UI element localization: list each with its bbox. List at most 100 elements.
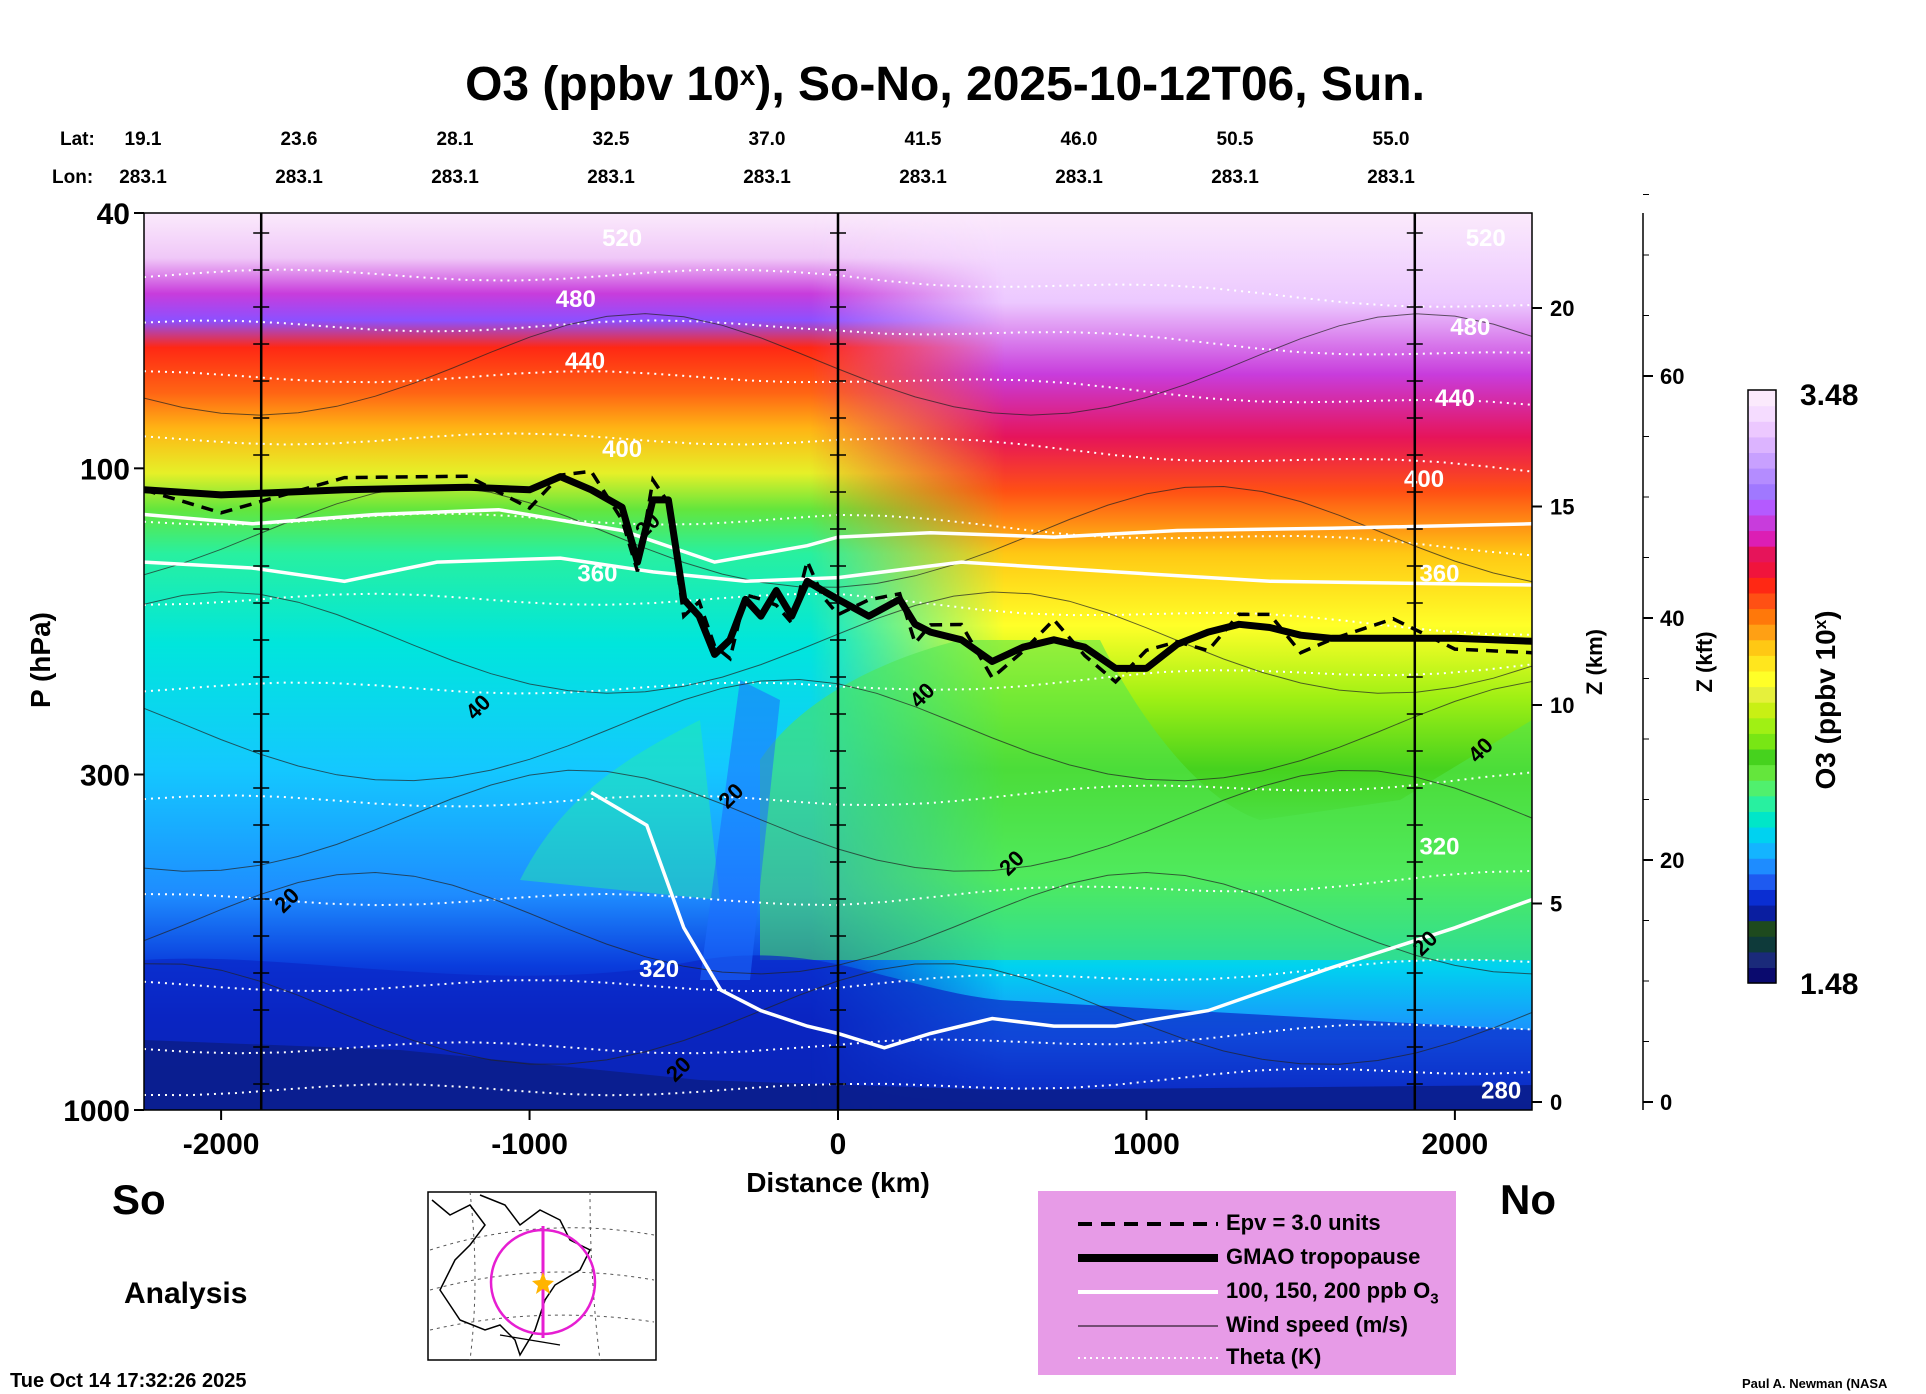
lon-value: 283.1	[899, 167, 947, 188]
theta-line	[144, 1067, 1532, 1097]
lat-value: 55.0	[1373, 129, 1410, 150]
colorbar-swatch	[1748, 390, 1776, 407]
legend-label-ozone-sub: 3	[1430, 1290, 1439, 1308]
theta-label: 400	[1404, 466, 1444, 493]
legend-item-wind: Wind speed (m/s)	[1038, 1309, 1456, 1343]
x-tick-label: 0	[830, 1128, 847, 1161]
lon-value: 283.1	[743, 167, 791, 188]
colorbar-swatch	[1748, 967, 1776, 984]
z-km-tick-label: 15	[1550, 495, 1574, 520]
colorbar-swatch	[1748, 764, 1776, 781]
theta-line	[144, 319, 1532, 356]
colorbar-swatch	[1748, 920, 1776, 937]
analysis-label: Analysis	[124, 1277, 247, 1310]
legend-item-ozone-contours: 100, 150, 200 ppb O3	[1038, 1275, 1456, 1309]
p-tick-label: 100	[80, 453, 130, 486]
lat-row-label: Lat:	[60, 129, 95, 150]
legend-label-epv: Epv = 3.0 units	[1226, 1210, 1381, 1235]
p-tick-label: 40	[97, 198, 130, 231]
z-kft-tick-label: 60	[1660, 364, 1684, 389]
colorbar-swatch	[1748, 561, 1776, 578]
colorbar-swatch	[1748, 686, 1776, 703]
theta-label: 320	[1419, 834, 1459, 861]
p-tick-label: 300	[80, 759, 130, 792]
z-kft-axis-title: Z (kft)	[1692, 631, 1717, 692]
colorbar-swatch	[1748, 655, 1776, 672]
ozone-contour	[590, 790, 1532, 1050]
legend-label-ozone-text: 100, 150, 200 ppb O	[1226, 1278, 1431, 1303]
lon-value: 283.1	[1211, 167, 1259, 188]
epv-line	[144, 469, 1532, 685]
theta-line	[144, 663, 1532, 695]
colorbar-swatch	[1748, 405, 1776, 422]
lon-value: 283.1	[587, 167, 635, 188]
colorbar-swatch	[1748, 733, 1776, 750]
z-kft-tick-label: 40	[1660, 606, 1684, 631]
theta-label: 520	[1466, 225, 1506, 252]
theta-line	[144, 268, 1532, 308]
colorbar-swatch	[1748, 936, 1776, 953]
legend: Epv = 3.0 units GMAO tropopause 100, 150…	[1038, 1191, 1456, 1375]
z-km-tick-label: 5	[1550, 892, 1562, 917]
colorbar-swatch	[1748, 748, 1776, 766]
ozone-contour	[144, 507, 1532, 564]
x-tick-label: 2000	[1422, 1128, 1489, 1161]
chart-title: O3 (ppbv 10x), So-No, 2025-10-12T06, Sun…	[465, 58, 1425, 111]
legend-item-epv: Epv = 3.0 units	[1038, 1207, 1456, 1241]
lat-value: 46.0	[1061, 129, 1098, 150]
z-kft-tick-label: 20	[1660, 848, 1684, 873]
colorbar-swatch	[1748, 670, 1776, 688]
legend-item-theta: Theta (K)	[1038, 1341, 1456, 1375]
theta-label: 480	[556, 286, 596, 313]
colorbar-swatch	[1748, 514, 1776, 532]
z-kft-tick-label: 0	[1660, 1090, 1672, 1115]
tropopause-line	[144, 473, 1532, 672]
z-km-tick-label: 0	[1550, 1090, 1562, 1115]
x-tick-label: -1000	[491, 1128, 568, 1161]
theta-line	[144, 771, 1532, 808]
colorbar-swatch	[1748, 639, 1776, 656]
lat-value: 23.6	[281, 129, 318, 150]
colorbar	[1747, 389, 1777, 984]
x-axis-title: Distance (km)	[746, 1167, 930, 1198]
legend-swatch-thick	[1078, 1254, 1218, 1262]
colorbar-swatch	[1748, 592, 1776, 610]
theta-label: 400	[602, 436, 642, 463]
colorbar-swatch	[1748, 421, 1776, 438]
lat-value: 50.5	[1217, 129, 1254, 150]
colorbar-swatch	[1748, 468, 1776, 485]
theta-label: 440	[1435, 385, 1475, 412]
lon-value: 283.1	[275, 167, 323, 188]
axes-group: -2000 -1000 0 1000 2000100030010040051015200…	[63, 194, 1684, 1161]
colorbar-title: O3 (ppbv 10x)	[1810, 610, 1841, 789]
credit: Paul A. Newman (NASA	[1742, 1376, 1888, 1391]
theta-line	[144, 432, 1532, 473]
lat-value: 19.1	[125, 129, 162, 150]
lat-lon-columns: 19.1 283.1 23.6 283.1 28.1 283.1 32.5 283.1 37.0…	[119, 129, 1415, 188]
theta-line	[144, 958, 1532, 993]
colorbar-min-label: 1.48	[1800, 968, 1858, 1001]
legend-swatch-white	[1078, 1290, 1218, 1294]
lat-value: 37.0	[749, 129, 786, 150]
colorbar-swatch	[1748, 436, 1776, 454]
legend-label-tropopause: GMAO tropopause	[1226, 1244, 1421, 1269]
legend-swatch-dotted	[1078, 1357, 1218, 1359]
lat-value: 28.1	[437, 129, 474, 150]
z-km-axis-title: Z (km)	[1582, 629, 1607, 695]
theta-label: 360	[577, 560, 617, 587]
colorbar-swatch	[1748, 530, 1776, 547]
colorbar-swatch	[1748, 858, 1776, 875]
theta-label: 320	[639, 956, 679, 983]
legend-swatch-thin	[1078, 1325, 1218, 1327]
colorbar-swatch	[1748, 951, 1776, 968]
colorbar-swatch	[1748, 889, 1776, 906]
colorbar-swatch	[1748, 499, 1776, 516]
colorbar-swatch	[1748, 483, 1776, 500]
legend-label-theta: Theta (K)	[1226, 1344, 1322, 1369]
legend-swatch-dashed	[1078, 1222, 1218, 1226]
inset-map	[427, 1191, 657, 1361]
colorbar-frame	[1747, 389, 1777, 984]
y-axis-title: P (hPa)	[25, 612, 56, 708]
legend-label-wind: Wind speed (m/s)	[1226, 1312, 1408, 1337]
